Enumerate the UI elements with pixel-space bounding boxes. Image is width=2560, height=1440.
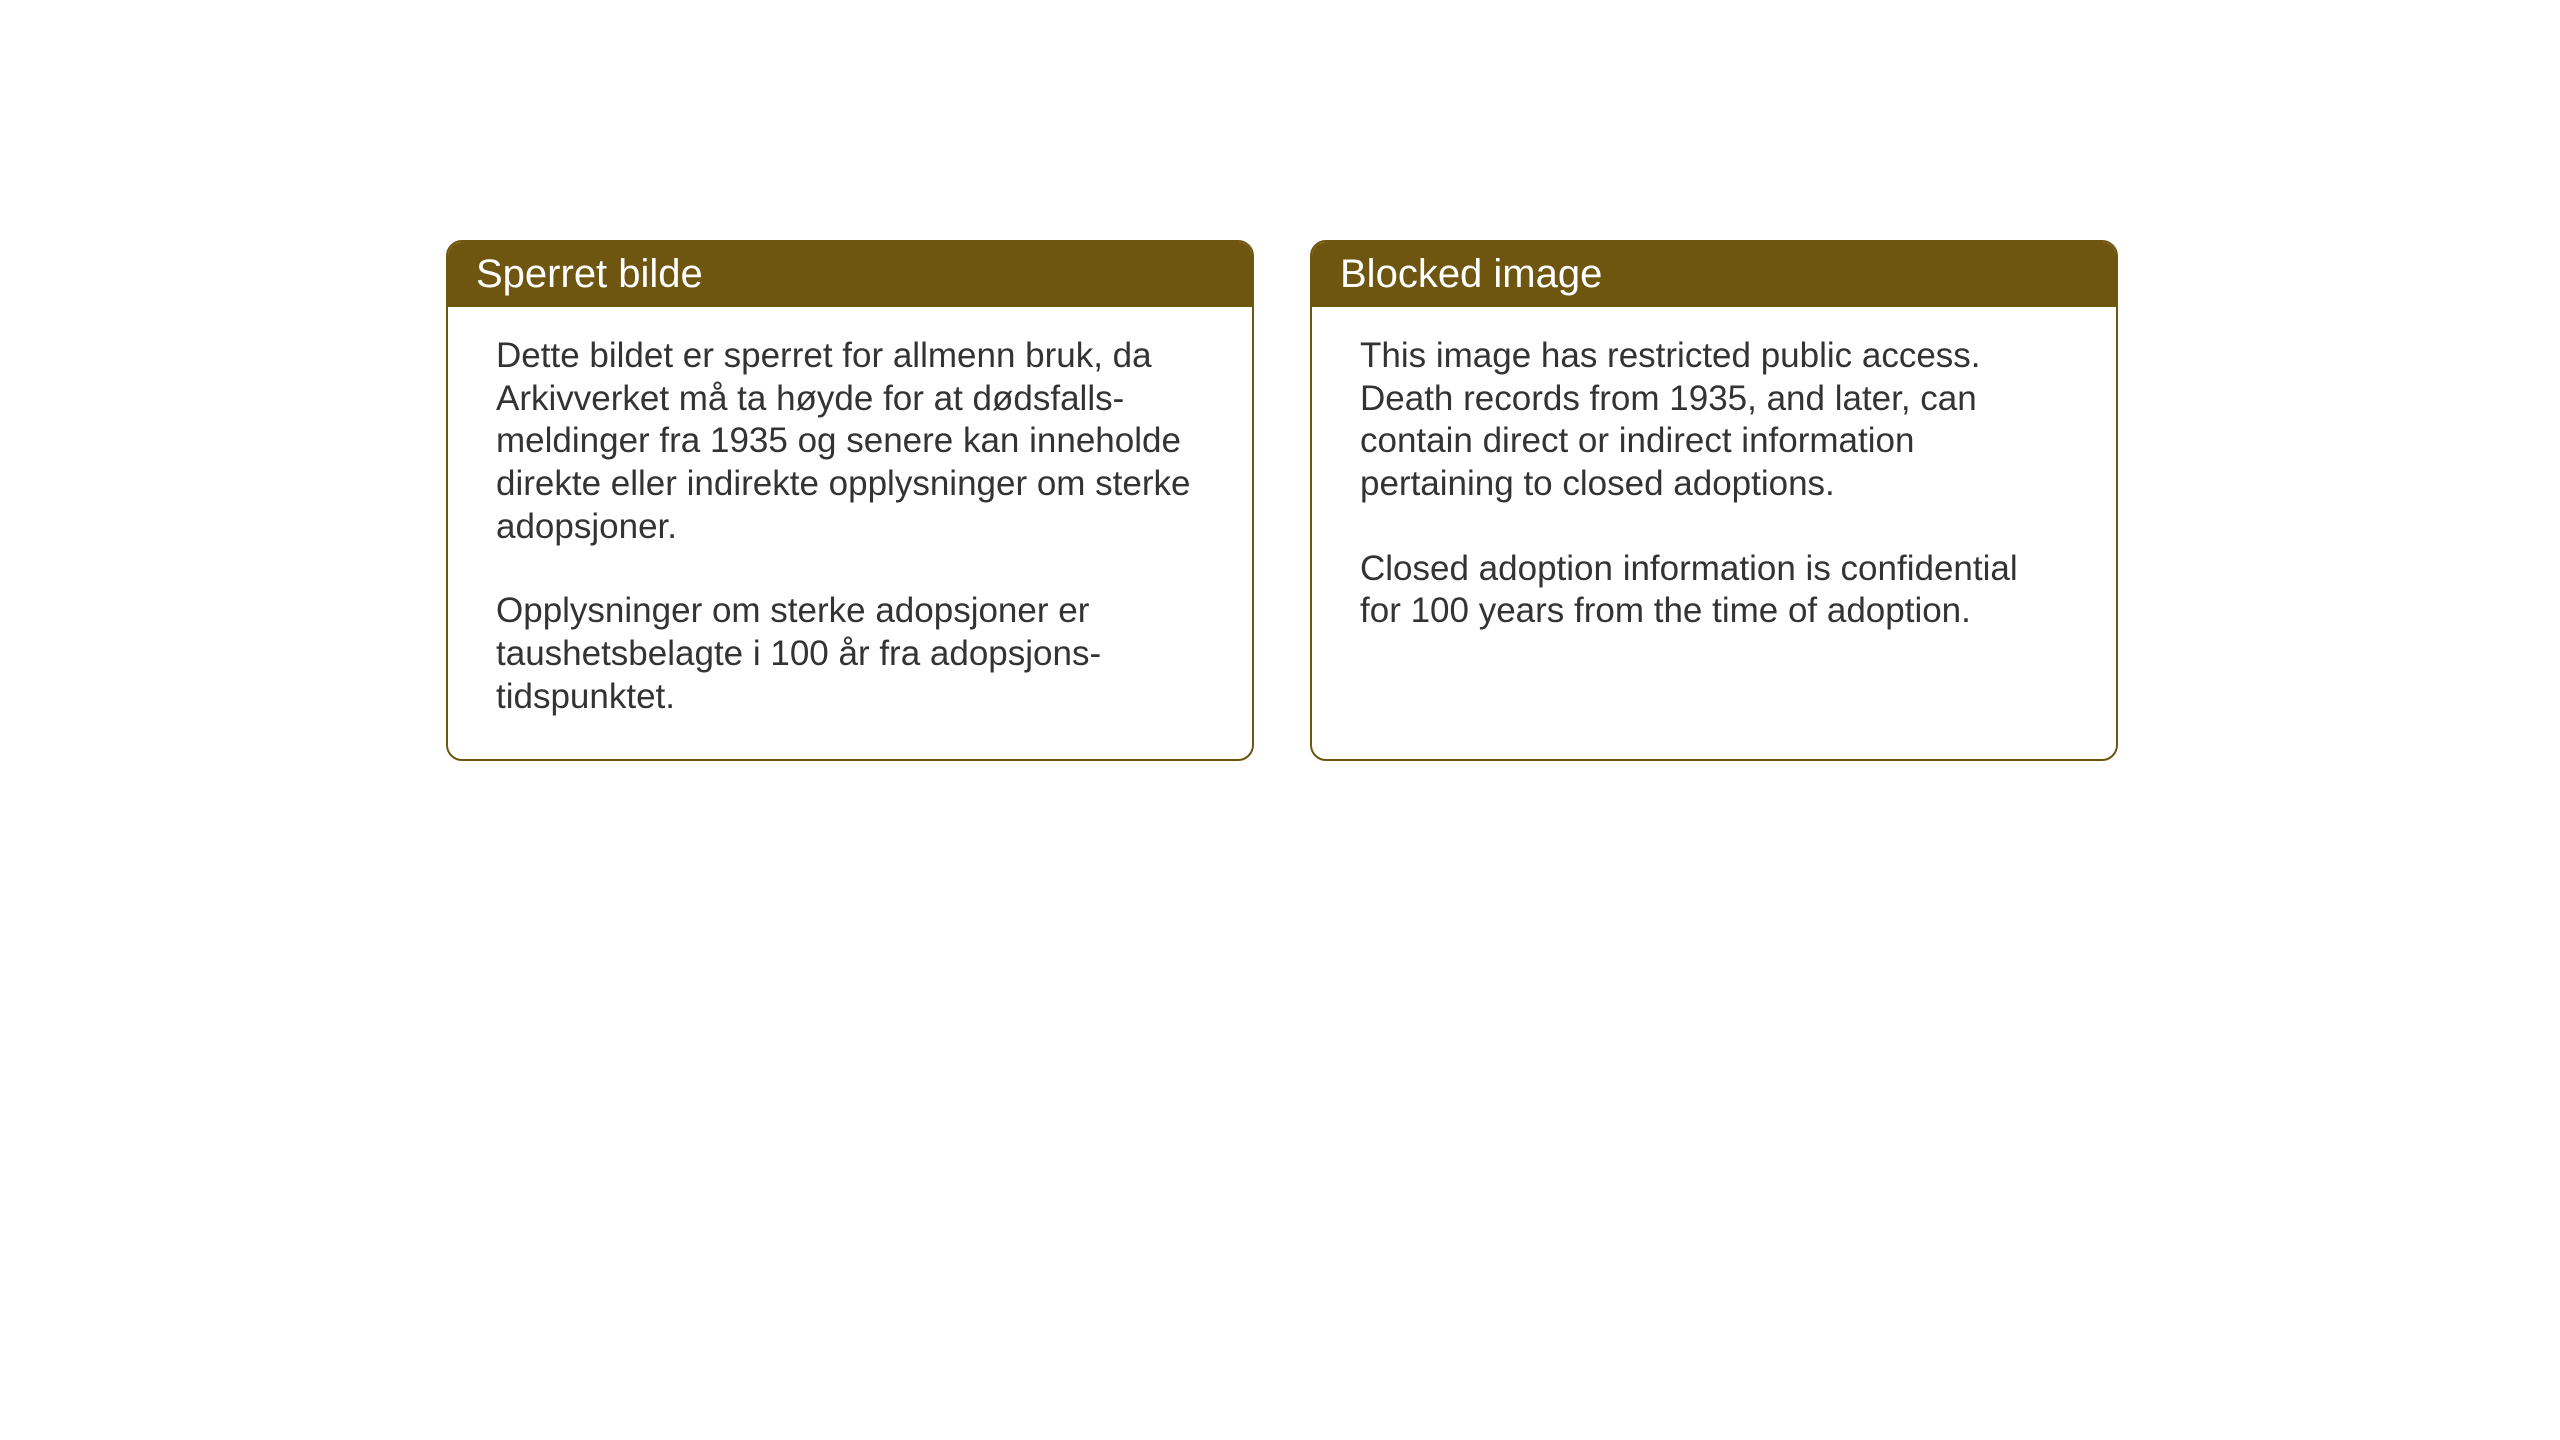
card-header-norwegian: Sperret bilde: [448, 242, 1252, 307]
card-header-english: Blocked image: [1312, 242, 2116, 307]
card-title-english: Blocked image: [1340, 252, 1602, 296]
card-paragraph-norwegian-2: Opplysninger om sterke adopsjoner er tau…: [496, 590, 1204, 718]
card-title-norwegian: Sperret bilde: [476, 252, 703, 296]
cards-container: Sperret bilde Dette bildet er sperret fo…: [446, 240, 2118, 761]
card-paragraph-english-2: Closed adoption information is confident…: [1360, 548, 2068, 633]
card-norwegian: Sperret bilde Dette bildet er sperret fo…: [446, 240, 1254, 761]
card-paragraph-english-1: This image has restricted public access.…: [1360, 335, 2068, 506]
card-body-norwegian: Dette bildet er sperret for allmenn bruk…: [448, 307, 1252, 759]
card-body-english: This image has restricted public access.…: [1312, 307, 2116, 673]
card-english: Blocked image This image has restricted …: [1310, 240, 2118, 761]
card-paragraph-norwegian-1: Dette bildet er sperret for allmenn bruk…: [496, 335, 1204, 548]
